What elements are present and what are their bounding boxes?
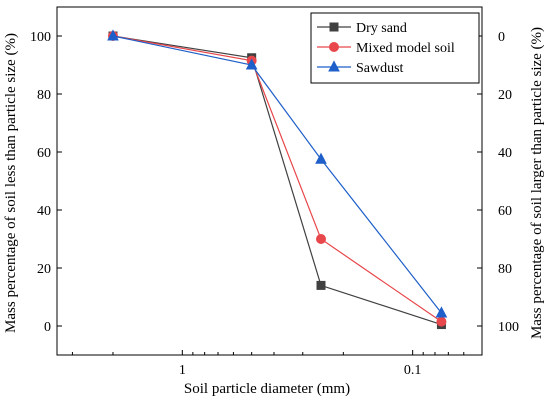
data-point [107, 29, 119, 41]
data-point [315, 152, 327, 164]
y-left-tick-label: 40 [37, 204, 51, 219]
y-left-tick-label: 0 [44, 320, 51, 335]
legend-label: Mixed model soil [356, 41, 455, 56]
series-triangle [107, 29, 448, 318]
legend-marker [328, 60, 340, 72]
y-right-tick-label: 20 [498, 88, 512, 103]
legend-item: Sawdust [317, 60, 404, 76]
y-right-tick-label: 40 [498, 146, 512, 161]
y-right-tick-label: 80 [498, 262, 512, 277]
x-tick-label: 0.1 [404, 363, 422, 378]
data-point [435, 306, 448, 318]
data-point [316, 280, 326, 290]
y-right-tick-label: 60 [498, 204, 512, 219]
y-left-tick-label: 80 [37, 88, 51, 103]
legend-item: Dry sand [317, 21, 407, 36]
series-line [112, 35, 442, 326]
data-point [315, 234, 326, 244]
data-point [436, 316, 447, 327]
y-right-tick-label: 0 [498, 30, 505, 45]
series-line [112, 35, 442, 314]
x-tick-label: 1 [179, 363, 186, 378]
legend-item: Mixed model soil [317, 41, 455, 56]
legend-marker [329, 42, 339, 52]
legend-label: Dry sand [356, 21, 407, 36]
legend-marker [329, 22, 339, 32]
y-left-tick-label: 60 [37, 146, 51, 161]
series-line [112, 35, 442, 323]
legend: Dry sand Mixed model soil Sawdust [310, 12, 480, 84]
y-axis-left-title: Mass percentage of soil less than partic… [3, 33, 19, 333]
axis-ticks: 0 20 40 60 80 100 0 20 40 60 80 100 1 0.1 [30, 30, 519, 378]
plot-frame [56, 6, 483, 356]
data-point [245, 58, 258, 70]
y-right-tick-label: 100 [498, 320, 519, 335]
plot-axes [56, 6, 483, 356]
y-left-tick-label: 100 [30, 30, 51, 45]
x-axis-title: Soil particle diameter (mm) [184, 381, 350, 397]
y-left-tick-label: 20 [37, 262, 51, 277]
series-layer [107, 29, 448, 330]
y-axis-right-title: Mass percentage of soil larger than part… [529, 27, 545, 339]
legend-label: Sawdust [356, 61, 404, 76]
